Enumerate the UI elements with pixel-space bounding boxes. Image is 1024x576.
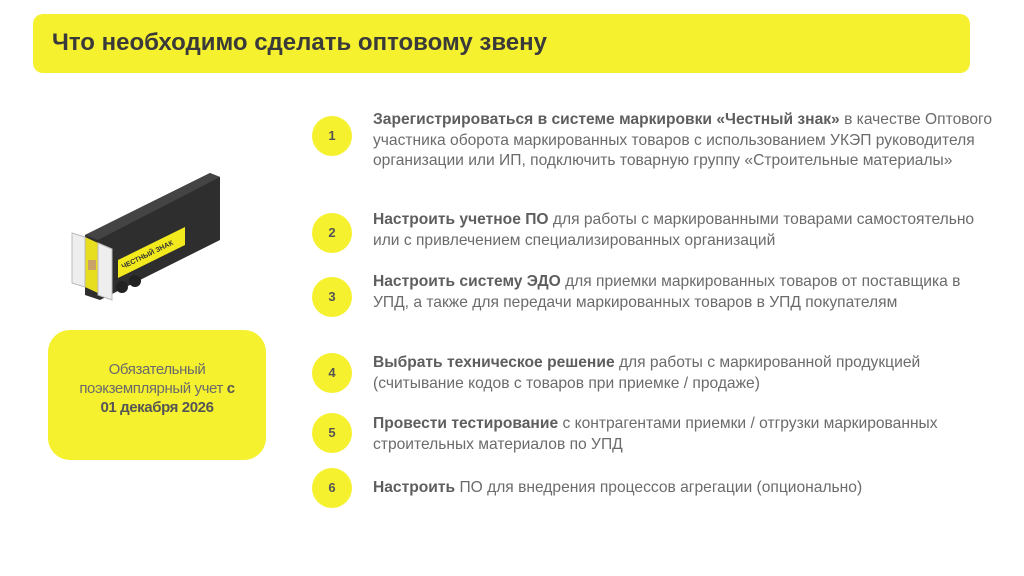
page-title: Что необходимо сделать оптовому звену bbox=[52, 29, 547, 56]
step-title: Выбрать техническое решение bbox=[373, 354, 615, 371]
step-item: Настроить учетное ПО для работы с маркир… bbox=[373, 210, 993, 251]
step-item: Настроить ПО для внедрения процессов агр… bbox=[373, 478, 993, 499]
step-text: для приемки маркированных товаров от пос… bbox=[373, 273, 961, 311]
step-number: 2 bbox=[312, 213, 352, 253]
step-title: Провести тестирование bbox=[373, 415, 559, 432]
step-number: 4 bbox=[312, 353, 352, 393]
note-line2: поэкземплярный учет bbox=[79, 380, 223, 397]
step-text: для работы с маркированными товарами сам… bbox=[373, 211, 975, 249]
step-item: Зарегистрироваться в системе маркировки … bbox=[373, 110, 993, 172]
step-text: для работы с маркированной продукцией (с… bbox=[373, 354, 921, 392]
truck-illustration: ЧЕСТНЫЙ ЗНАК bbox=[71, 173, 220, 301]
step-item: Выбрать техническое решение для работы с… bbox=[373, 353, 993, 394]
step-title: Настроить учетное ПО bbox=[373, 211, 549, 228]
step-number: 3 bbox=[312, 277, 352, 317]
header-bar: Что необходимо сделать оптовому звену bbox=[33, 14, 970, 73]
note-line1: Обязательный bbox=[108, 361, 206, 378]
note-date: 01 декабря 2026 bbox=[100, 399, 214, 416]
step-number: 1 bbox=[312, 116, 352, 156]
step-text: в качестве Оптового участника оборота ма… bbox=[373, 111, 993, 169]
step-title: Настроить bbox=[373, 479, 456, 496]
step-number: 6 bbox=[312, 468, 352, 508]
step-text: с контрагентами приемки / отгрузки марки… bbox=[373, 415, 938, 453]
step-text: ПО для внедрения процессов агрегации (оп… bbox=[455, 479, 863, 496]
note-c: с bbox=[226, 380, 235, 397]
step-title: Настроить систему ЭДО bbox=[373, 273, 561, 290]
mandatory-accounting-note: Обязательный поэкземплярный учет с 01 де… bbox=[48, 330, 266, 460]
step-number: 5 bbox=[312, 413, 352, 453]
step-item: Настроить систему ЭДО для приемки маркир… bbox=[373, 272, 993, 313]
step-item: Провести тестирование с контрагентами пр… bbox=[373, 414, 993, 455]
step-title: Зарегистрироваться в системе маркировки … bbox=[373, 111, 840, 128]
